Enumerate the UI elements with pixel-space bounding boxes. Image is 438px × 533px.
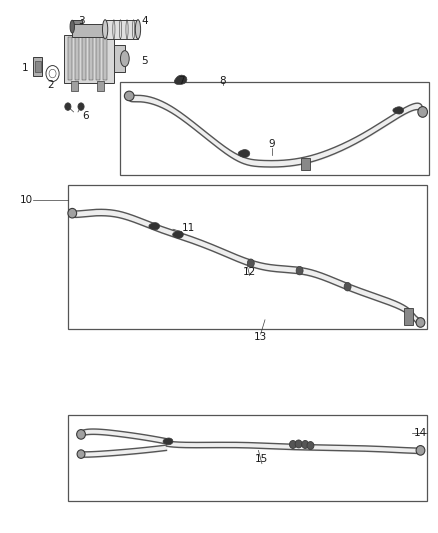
Text: 5: 5 [141, 56, 148, 66]
Text: 15: 15 [255, 455, 268, 464]
Text: 13: 13 [254, 332, 267, 342]
Text: 4: 4 [141, 17, 148, 26]
Bar [105, 20, 138, 39]
Ellipse shape [307, 441, 314, 449]
Text: 3: 3 [78, 17, 85, 26]
Bar [72, 24, 105, 37]
Circle shape [78, 103, 84, 110]
Bar [71, 81, 78, 91]
Ellipse shape [77, 450, 85, 458]
Bar [114, 45, 125, 72]
Circle shape [65, 103, 71, 110]
Ellipse shape [295, 440, 302, 448]
Bar [301, 158, 310, 170]
Polygon shape [149, 223, 160, 230]
Text: 12: 12 [243, 267, 256, 277]
Text: 9: 9 [268, 139, 275, 149]
Text: 2: 2 [47, 80, 54, 90]
Bar [33, 57, 42, 76]
Bar [89, 37, 93, 80]
Bar [404, 308, 413, 325]
Circle shape [247, 259, 254, 268]
Ellipse shape [70, 20, 74, 33]
Ellipse shape [49, 69, 56, 78]
Circle shape [344, 282, 351, 291]
Circle shape [296, 266, 303, 275]
Bar [82, 37, 86, 80]
Bar [35, 61, 41, 72]
Text: 6: 6 [82, 111, 89, 121]
Ellipse shape [290, 440, 297, 448]
Ellipse shape [68, 208, 77, 218]
Text: 7: 7 [178, 76, 185, 86]
Bar [68, 415, 427, 501]
Polygon shape [238, 150, 250, 157]
Ellipse shape [416, 318, 425, 327]
Bar [120, 82, 429, 175]
Bar [96, 37, 100, 80]
Polygon shape [163, 438, 173, 445]
Polygon shape [393, 107, 404, 114]
Polygon shape [173, 231, 184, 238]
Bar [75, 37, 79, 80]
Text: 11: 11 [182, 223, 195, 233]
Ellipse shape [102, 20, 108, 39]
Ellipse shape [120, 51, 129, 67]
Text: 1: 1 [22, 63, 29, 73]
Text: 10: 10 [20, 195, 33, 205]
Ellipse shape [135, 20, 141, 39]
Ellipse shape [124, 91, 134, 101]
Polygon shape [174, 75, 187, 84]
Text: 14: 14 [414, 428, 427, 438]
Bar [68, 185, 427, 329]
Ellipse shape [302, 440, 309, 448]
Bar [64, 35, 114, 83]
Text: 8: 8 [219, 76, 226, 86]
Bar [97, 81, 104, 91]
Ellipse shape [416, 446, 425, 455]
Bar [103, 37, 107, 80]
Ellipse shape [418, 107, 427, 117]
Ellipse shape [77, 430, 85, 439]
Bar [72, 20, 82, 33]
Bar [68, 37, 72, 80]
